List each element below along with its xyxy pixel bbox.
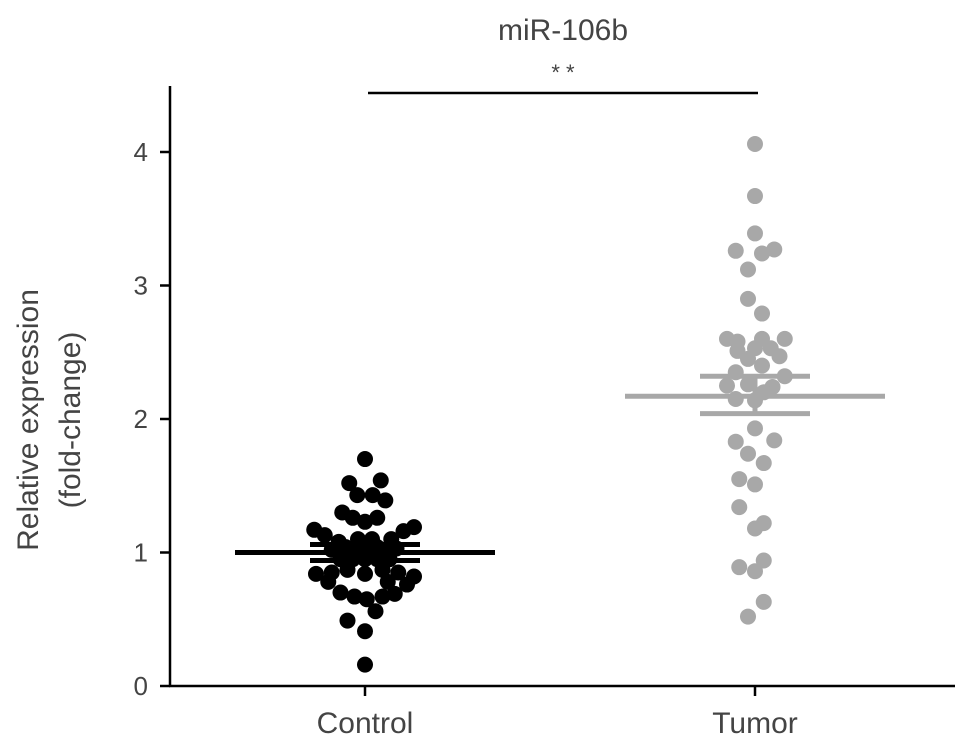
data-point — [372, 472, 389, 489]
data-point — [747, 563, 763, 580]
data-point — [755, 455, 772, 472]
significance-bracket: * * — [368, 60, 758, 95]
data-point — [357, 656, 373, 673]
data-point — [357, 451, 373, 468]
data-point — [390, 564, 407, 581]
data-point — [776, 330, 793, 347]
y-tick-label: 0 — [134, 671, 148, 701]
data-point — [364, 487, 381, 504]
data-point — [731, 499, 748, 516]
x-category-label: Control — [317, 707, 414, 740]
data-point — [740, 290, 756, 307]
data-point — [719, 377, 735, 394]
y-axis-label: Relative expression (fold-change) — [12, 289, 87, 551]
y-axis-label-line-1: Relative expression — [12, 289, 45, 551]
y-tick-label: 3 — [134, 271, 148, 301]
data-point — [374, 561, 391, 578]
data-point — [727, 433, 744, 450]
data-point — [727, 390, 744, 407]
data-point — [747, 476, 763, 493]
data-point — [357, 513, 373, 530]
data-point — [747, 520, 763, 537]
data-point — [766, 432, 783, 449]
data-point — [754, 305, 770, 322]
data-point — [740, 376, 756, 393]
data-point — [740, 608, 756, 625]
data-point — [349, 487, 366, 504]
data-point — [740, 261, 756, 278]
chart-title: miR-106b — [498, 14, 628, 47]
data-point — [379, 573, 396, 590]
y-axis-label-line-2: (fold-change) — [54, 332, 87, 509]
data-point — [747, 135, 763, 152]
data-point — [377, 492, 394, 509]
data-point — [399, 576, 415, 593]
data-point — [339, 561, 356, 578]
data-points — [306, 135, 793, 673]
y-tick-label: 2 — [134, 404, 148, 434]
data-point — [346, 588, 363, 605]
data-point — [747, 188, 763, 205]
data-point — [754, 357, 770, 374]
data-point — [332, 584, 349, 601]
y-tick-label: 1 — [134, 538, 148, 568]
data-point — [374, 588, 391, 605]
significance-label: * * — [551, 60, 575, 85]
data-point — [341, 475, 358, 492]
data-point — [747, 420, 763, 437]
data-point — [727, 242, 744, 259]
data-point — [386, 585, 403, 602]
data-point — [344, 509, 361, 526]
data-point — [747, 225, 763, 242]
data-point — [339, 612, 356, 629]
mean-and-error-bars — [235, 373, 885, 564]
x-axis-ticks: Control Tumor — [317, 686, 798, 740]
data-point — [357, 623, 373, 640]
x-category-label: Tumor — [712, 707, 798, 740]
data-point — [406, 519, 422, 536]
data-point — [358, 591, 375, 608]
data-point — [771, 348, 788, 365]
data-point — [320, 573, 337, 590]
data-point — [367, 603, 384, 620]
data-point — [369, 509, 386, 526]
data-point — [755, 552, 772, 569]
data-point — [754, 245, 770, 262]
data-point — [747, 340, 763, 357]
data-point — [731, 471, 748, 488]
data-point — [308, 565, 324, 582]
data-point — [731, 559, 748, 576]
data-point — [357, 565, 373, 582]
y-tick-label: 4 — [134, 137, 148, 167]
data-point — [755, 593, 772, 610]
data-point — [766, 241, 783, 258]
data-point — [740, 445, 756, 462]
data-point — [316, 527, 333, 544]
y-axis-ticks: 0 1 2 3 4 — [134, 137, 170, 701]
